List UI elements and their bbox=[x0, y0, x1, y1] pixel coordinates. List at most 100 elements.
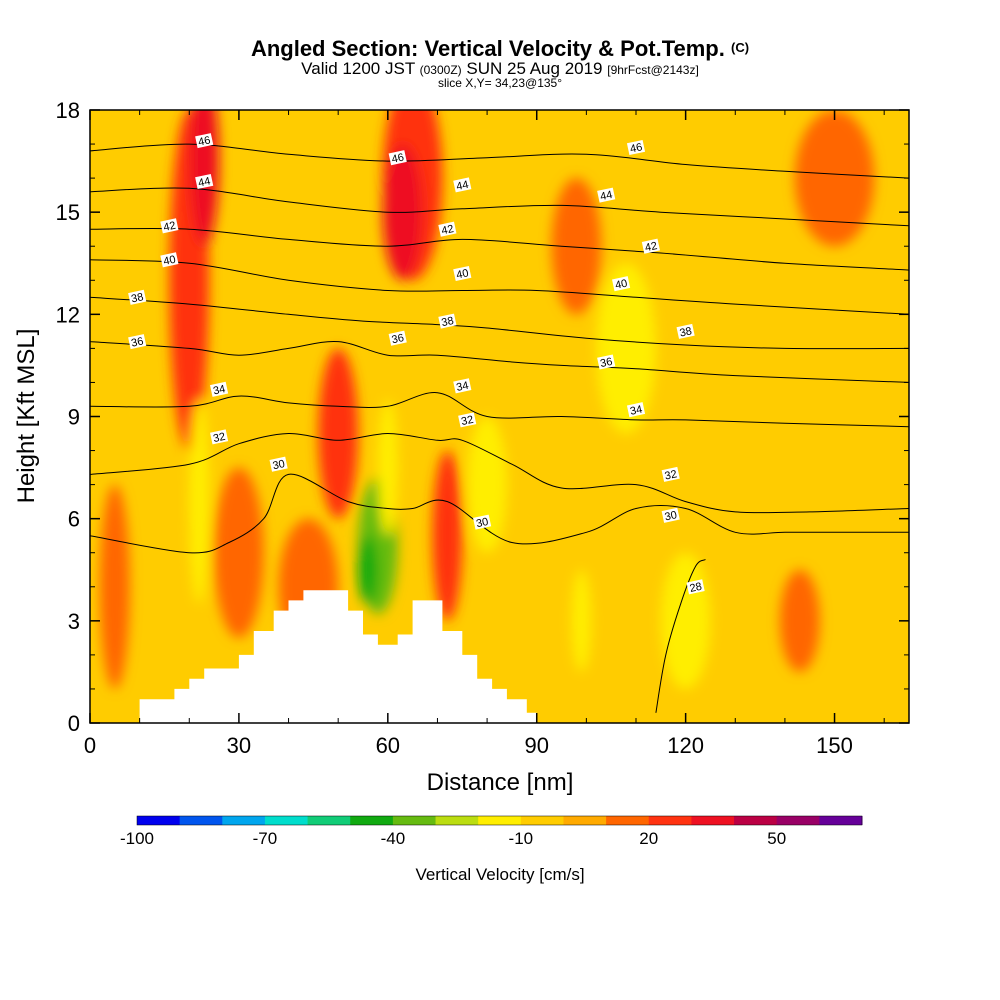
contour-label-bg bbox=[597, 187, 616, 203]
velocity-cell bbox=[551, 178, 602, 315]
contour-label-text: 36 bbox=[391, 332, 405, 346]
contour-label-bg bbox=[195, 133, 214, 149]
colorbar-swatch bbox=[307, 816, 351, 825]
contour-label-bg bbox=[641, 238, 660, 254]
contour-label-bg bbox=[388, 330, 407, 346]
contour-label-text: 30 bbox=[664, 509, 678, 523]
contour-label: 36 bbox=[597, 354, 616, 370]
contour-label-text: 34 bbox=[455, 380, 469, 394]
contour-label: 36 bbox=[388, 330, 407, 346]
contour-label: 34 bbox=[210, 381, 229, 397]
contour-label-text: 32 bbox=[212, 431, 226, 445]
colorbar-swatch bbox=[435, 816, 479, 825]
colorbar-tick-label: -10 bbox=[509, 829, 534, 848]
velocity-cell bbox=[99, 484, 130, 689]
colorbar-swatch bbox=[776, 816, 820, 825]
contour-label-bg bbox=[612, 276, 631, 292]
slice-info: slice X,Y= 34,23@135° bbox=[437, 76, 563, 90]
colorbar-tick-label: 50 bbox=[767, 829, 786, 848]
title-unit: (C) bbox=[731, 40, 750, 55]
contour-label-bg bbox=[269, 456, 288, 472]
colorbar-swatch bbox=[563, 816, 607, 825]
chart-title: Angled Section: Vertical Velocity & Pot.… bbox=[250, 36, 750, 61]
contour-label-text: 42 bbox=[440, 223, 454, 237]
contour-label: 38 bbox=[128, 289, 147, 305]
contour-label-text: 38 bbox=[130, 291, 144, 305]
y-tick-label: 9 bbox=[68, 405, 80, 430]
contour-label: 40 bbox=[160, 252, 179, 268]
contour-label-text: 36 bbox=[599, 356, 613, 370]
contour-label: 28 bbox=[686, 579, 705, 595]
contour-label-bg bbox=[128, 289, 147, 305]
velocity-cell bbox=[377, 399, 398, 536]
theta-contour-40 bbox=[90, 259, 909, 315]
velocity-cell bbox=[779, 569, 820, 672]
contour-label: 42 bbox=[438, 221, 457, 237]
contour-label-text: 28 bbox=[689, 581, 703, 595]
x-tick-label: 30 bbox=[227, 733, 251, 758]
colorbar-tick-label: -40 bbox=[381, 829, 406, 848]
velocity-cell bbox=[432, 450, 463, 621]
colorbar-swatch bbox=[478, 816, 522, 825]
colorbar-swatch bbox=[137, 816, 181, 825]
contour-label-text: 42 bbox=[162, 220, 176, 234]
contour-label-bg bbox=[661, 507, 680, 523]
contour-label-text: 40 bbox=[162, 254, 176, 268]
contour-label-text: 40 bbox=[455, 267, 469, 281]
theta-contour-38 bbox=[90, 296, 909, 350]
contour-label: 44 bbox=[453, 177, 472, 193]
colorbar-swatch bbox=[179, 816, 223, 825]
contour-label: 42 bbox=[160, 218, 179, 234]
contour-label-bg bbox=[195, 173, 214, 190]
y-axis-label: Height [Kft MSL] bbox=[13, 329, 40, 504]
contour-label: 34 bbox=[453, 378, 472, 394]
contour-label-text: 32 bbox=[460, 414, 474, 428]
contour-label-bg bbox=[686, 579, 705, 595]
theta-contour-46 bbox=[90, 143, 909, 179]
contour-label: 40 bbox=[612, 276, 631, 292]
contour-label-bg bbox=[458, 412, 477, 428]
x-tick-label: 120 bbox=[667, 733, 704, 758]
contour-label-text: 32 bbox=[664, 468, 678, 482]
theta-contour-42 bbox=[90, 227, 909, 271]
theta-contour-32 bbox=[90, 432, 909, 514]
colorbar-tick-label: -70 bbox=[253, 829, 278, 848]
contour-label-bg bbox=[661, 466, 680, 482]
velocity-cell bbox=[596, 263, 656, 434]
contour-label-text: 44 bbox=[599, 189, 613, 203]
colorbar-tick-label: -100 bbox=[120, 829, 154, 848]
contour-label-text: 30 bbox=[475, 516, 489, 530]
contour-label: 32 bbox=[661, 466, 680, 483]
x-tick-label: 90 bbox=[524, 733, 548, 758]
colorbar-swatch bbox=[691, 816, 735, 825]
theta-contour-28 bbox=[655, 559, 706, 713]
velocity-cell bbox=[467, 416, 507, 553]
colorbar: -100 -70 -40 -10 20 50 bbox=[120, 815, 863, 848]
velocity-cell bbox=[660, 552, 711, 689]
contour-label-text: 30 bbox=[272, 458, 286, 472]
colorbar-swatch bbox=[734, 816, 778, 825]
contour-label: 46 bbox=[195, 133, 214, 149]
velocity-cell bbox=[189, 110, 220, 247]
contour-label-text: 38 bbox=[440, 315, 454, 329]
colorbar-swatch bbox=[819, 816, 863, 825]
terrain bbox=[139, 590, 537, 723]
contour-labels: 46 44 42 40 38 36 34 32 30 46 44 42 40 38 36 34 32 30 46 44… bbox=[128, 133, 705, 595]
theta-contour-34 bbox=[90, 392, 909, 428]
contour-label: 30 bbox=[661, 507, 680, 523]
contour-label: 38 bbox=[438, 313, 457, 329]
colorbar-frame bbox=[136, 815, 863, 826]
subtitle-forecast: [9hrFcst@2143z] bbox=[607, 63, 699, 77]
contour-label-bg bbox=[438, 221, 457, 237]
y-tick-label: 3 bbox=[68, 609, 80, 634]
contour-label-bg bbox=[453, 265, 472, 282]
subtitle-utc: (0300Z) bbox=[419, 63, 462, 77]
colorbar-swatch bbox=[648, 816, 692, 825]
contour-label: 46 bbox=[388, 150, 407, 166]
contour-label: 42 bbox=[641, 238, 660, 254]
contour-label-bg bbox=[473, 514, 492, 530]
y-tick-label: 6 bbox=[68, 507, 80, 532]
contour-label-text: 38 bbox=[679, 325, 693, 339]
y-tick-label: 18 bbox=[56, 98, 80, 123]
